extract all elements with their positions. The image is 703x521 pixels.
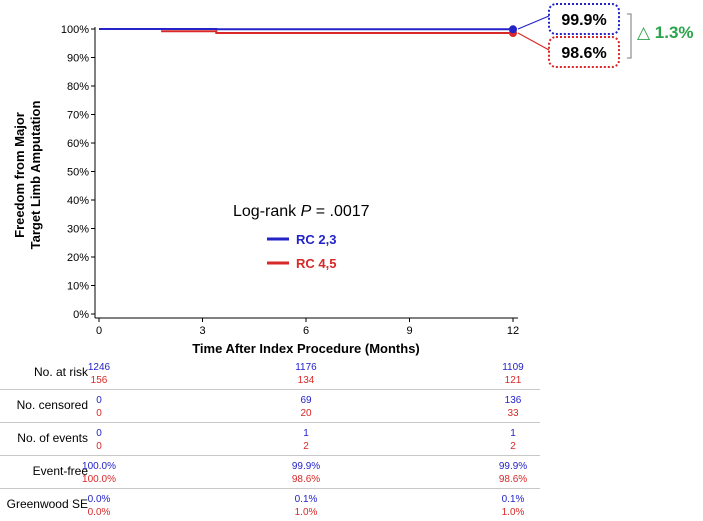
y-tick-label: 100% <box>61 24 89 36</box>
pvalue-p: P <box>301 203 312 220</box>
y-tick-label: 20% <box>67 252 89 264</box>
y-axis-label-line2: Target Limb Amputation <box>28 101 43 250</box>
x-axis-ticks: 0 3 6 9 12 <box>96 318 519 337</box>
risk-value-rc45: 98.6% <box>292 473 320 486</box>
y-tick-label: 30% <box>67 224 89 236</box>
y-axis-label-line1: Freedom from Major <box>12 112 27 238</box>
series-end-point-rc23 <box>509 25 517 33</box>
callout-blue-leader <box>518 16 549 29</box>
risk-value-rc23: 0.1% <box>295 493 318 506</box>
delta-bracket <box>627 14 631 58</box>
risk-value-rc23: 0 <box>96 394 102 407</box>
risk-value-rc45: 134 <box>298 374 315 387</box>
x-axis-label: Time After Index Procedure (Months) <box>192 341 420 356</box>
risk-value-rc23: 1176 <box>295 361 317 374</box>
delta-label: △ 1.3% <box>637 23 694 42</box>
y-tick-label: 10% <box>67 281 89 293</box>
callout-red: 98.6% <box>518 33 619 67</box>
risk-value-rc23: 136 <box>505 394 522 407</box>
y-tick-label: 40% <box>67 195 89 207</box>
pvalue-prefix: Log-rank <box>233 203 301 220</box>
callout-red-leader <box>518 33 549 50</box>
risk-row-label: Event-free <box>0 464 88 478</box>
x-tick-label: 0 <box>96 325 102 337</box>
risk-value-rc45: 98.6% <box>499 473 527 486</box>
risk-value-rc45: 1.0% <box>295 506 318 519</box>
risk-value-rc23: 0 <box>96 427 102 440</box>
risk-row-label: No. censored <box>0 398 88 412</box>
series-line-rc45 <box>161 31 513 33</box>
risk-value-rc23: 1246 <box>88 361 110 374</box>
y-tick-label: 50% <box>67 167 89 179</box>
risk-value-rc45: 1.0% <box>502 506 525 519</box>
y-tick-label: 90% <box>67 53 89 65</box>
pvalue-suffix: = .0017 <box>311 203 369 220</box>
pvalue-annotation: Log-rank P = .0017 <box>233 203 370 220</box>
x-tick-label: 3 <box>199 325 205 337</box>
y-tick-label: 60% <box>67 138 89 150</box>
risk-value-rc45: 2 <box>303 440 309 453</box>
km-chart: 0% 10% 20% 30% 40% 50% 60% 70% 80% 90% 100% 0 3 6 9 12… <box>0 0 703 360</box>
y-axis-ticks: 0% 10% 20% 30% 40% 50% 60% 70% 80% 90% 100% <box>61 24 95 321</box>
risk-row-label: No. of events <box>0 431 88 445</box>
risk-value-rc23: 1 <box>303 427 309 440</box>
risk-value-rc23: 69 <box>300 394 311 407</box>
callout-blue-text: 99.9% <box>561 12 606 29</box>
legend-label-rc45: RC 4,5 <box>296 256 336 271</box>
risk-value-rc23: 99.9% <box>292 460 320 473</box>
risk-value-rc45: 100.0% <box>82 473 116 486</box>
risk-value-rc45: 20 <box>300 407 311 420</box>
y-tick-label: 70% <box>67 110 89 122</box>
y-tick-label: 0% <box>73 309 89 321</box>
callout-red-text: 98.6% <box>561 45 606 62</box>
risk-value-rc23: 100.0% <box>82 460 116 473</box>
x-tick-label: 12 <box>507 325 519 337</box>
risk-row-label: No. at risk <box>0 365 88 379</box>
callout-blue: 99.9% <box>518 4 619 34</box>
risk-value-rc23: 0.1% <box>502 493 525 506</box>
risk-value-rc23: 1 <box>510 427 516 440</box>
risk-value-rc23: 99.9% <box>499 460 527 473</box>
risk-value-rc23: 1109 <box>502 361 524 374</box>
risk-value-rc45: 2 <box>510 440 516 453</box>
series-layer <box>99 25 517 37</box>
risk-value-rc45: 0 <box>96 407 102 420</box>
x-tick-label: 9 <box>406 325 412 337</box>
y-tick-label: 80% <box>67 81 89 93</box>
risk-row-label: Greenwood SE <box>0 497 88 511</box>
legend: RC 2,3 RC 4,5 <box>267 232 336 271</box>
legend-label-rc23: RC 2,3 <box>296 232 336 247</box>
risk-value-rc45: 156 <box>91 374 108 387</box>
risk-value-rc45: 33 <box>507 407 518 420</box>
risk-value-rc45: 0.0% <box>88 506 111 519</box>
risk-value-rc45: 121 <box>505 374 522 387</box>
risk-value-rc45: 0 <box>96 440 102 453</box>
x-tick-label: 6 <box>303 325 309 337</box>
risk-value-rc23: 0.0% <box>88 493 111 506</box>
